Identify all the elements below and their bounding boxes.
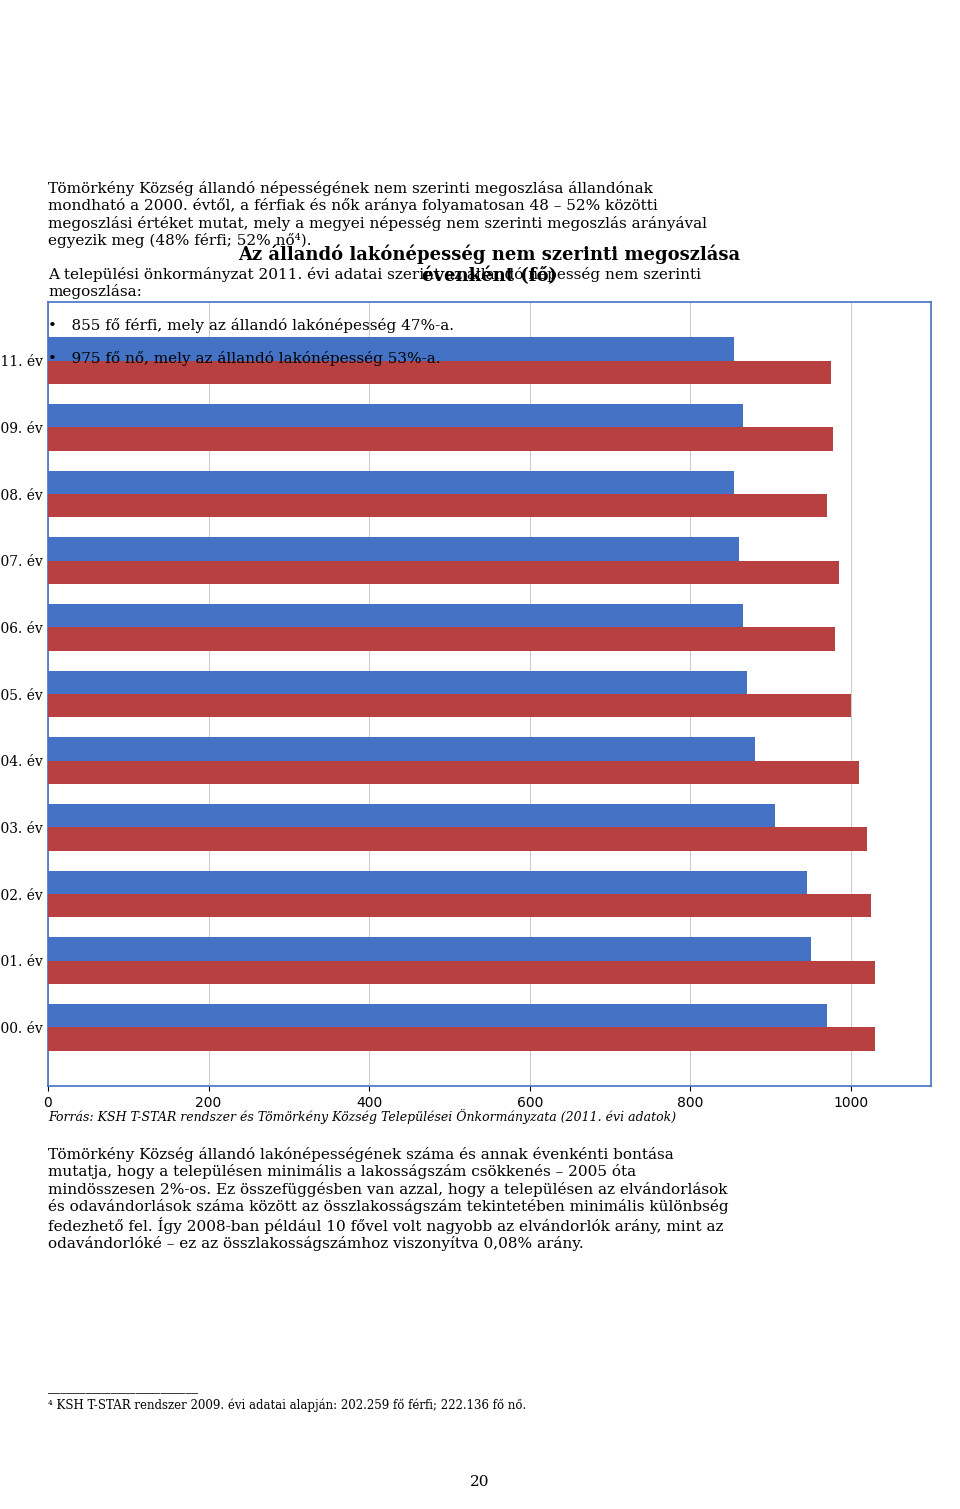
Bar (48, 493, 827, 518)
Text: ⁴ KSH T-STAR rendszer 2009. évi adatai alapján: 202.259 fő férfi; 222.136 fő nő.: ⁴ KSH T-STAR rendszer 2009. évi adatai a… (48, 1399, 526, 1412)
Text: ________________________: ________________________ (48, 1381, 198, 1394)
Bar (48, 672, 747, 694)
Bar (48, 961, 875, 984)
Bar (48, 604, 742, 628)
Bar (48, 404, 742, 427)
Bar (48, 871, 806, 895)
Bar (48, 427, 833, 451)
Bar (48, 738, 755, 761)
Bar (48, 361, 830, 385)
Bar (48, 804, 775, 827)
Bar (48, 694, 851, 717)
Bar (48, 937, 811, 961)
Bar (48, 827, 867, 851)
Text: Tömörkény Község állandó lakónépességének száma és annak évenkénti bontása
mutat: Tömörkény Község állandó lakónépességéne… (48, 1147, 729, 1251)
Bar (48, 338, 734, 361)
Title: Az állandó lakónépesség nem szerinti megoszlása
évenként (fő): Az állandó lakónépesség nem szerinti meg… (238, 244, 741, 285)
Text: 20: 20 (470, 1476, 490, 1489)
Text: Forrás: KSH T-STAR rendszer és Tömörkény Község Települései Önkormányzata (2011.: Forrás: KSH T-STAR rendszer és Tömörkény… (48, 1109, 676, 1124)
Bar (48, 895, 871, 917)
Bar (48, 628, 835, 650)
Bar (48, 537, 738, 561)
Bar (48, 561, 839, 584)
Text: Tömörkény Község állandó népességének nem szerinti megoszlása állandónak
mondhat: Tömörkény Község állandó népességének ne… (48, 181, 707, 367)
Bar (48, 471, 734, 493)
Bar (48, 761, 859, 785)
Bar (48, 1028, 875, 1050)
Bar (48, 1003, 827, 1028)
